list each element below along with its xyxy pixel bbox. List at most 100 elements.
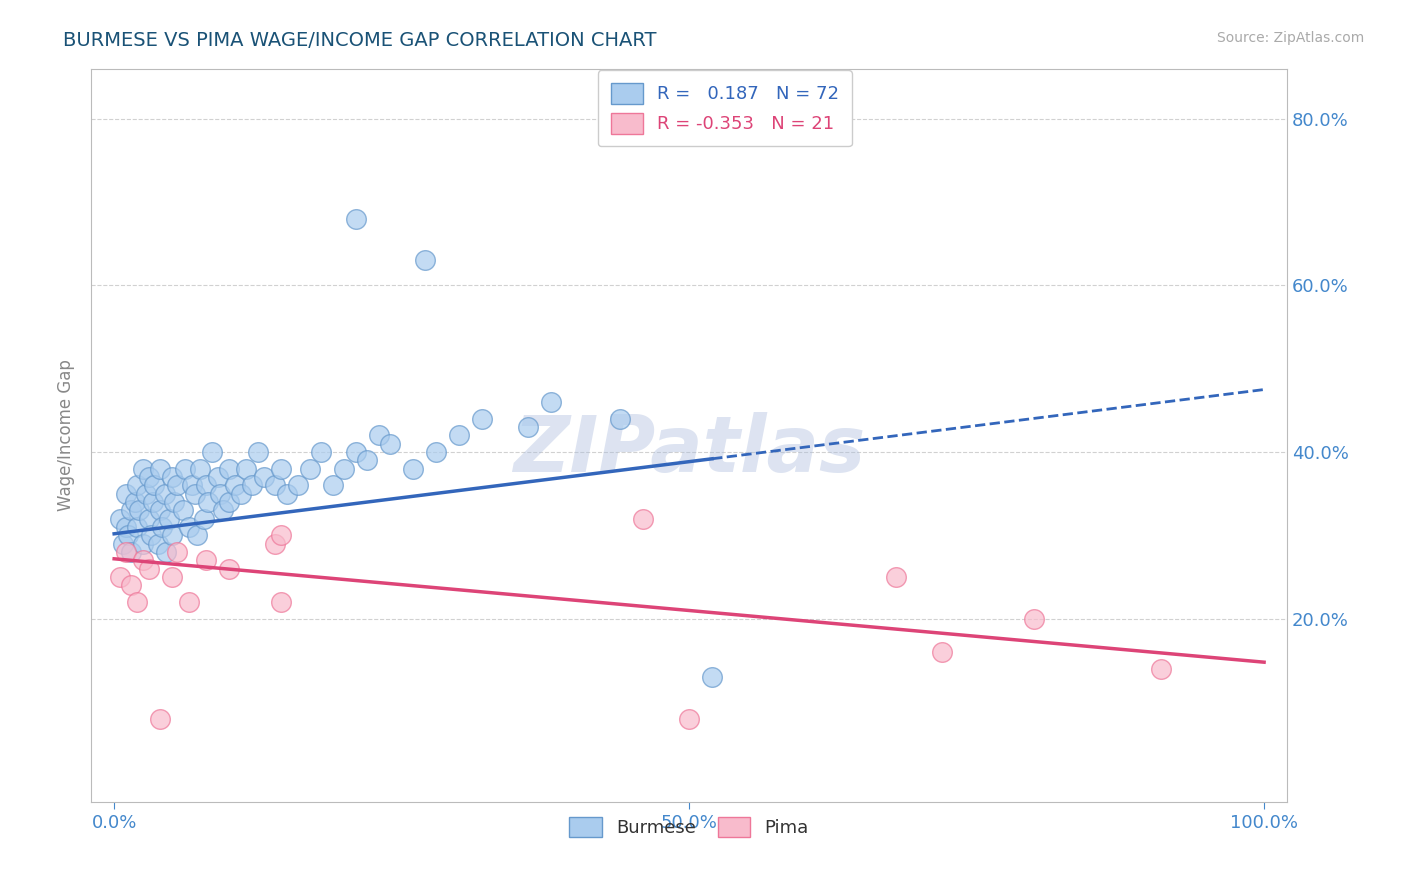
Point xyxy=(114,520,136,534)
Point xyxy=(264,478,287,492)
Point xyxy=(413,253,436,268)
Point xyxy=(253,470,276,484)
Point xyxy=(322,478,344,492)
Text: ZIPatlas: ZIPatlas xyxy=(513,412,865,488)
Point xyxy=(143,478,166,492)
Point xyxy=(344,445,367,459)
Point xyxy=(166,545,188,559)
Point xyxy=(678,712,700,726)
Y-axis label: Wage/Income Gap: Wage/Income Gap xyxy=(58,359,75,511)
Point xyxy=(155,545,177,559)
Point xyxy=(138,562,160,576)
Point xyxy=(378,436,401,450)
Point xyxy=(218,562,240,576)
Point xyxy=(333,462,356,476)
Point xyxy=(160,470,183,484)
Point xyxy=(139,528,162,542)
Point xyxy=(146,537,169,551)
Point xyxy=(224,478,246,492)
Point xyxy=(195,478,218,492)
Point xyxy=(449,428,471,442)
Point xyxy=(1022,612,1045,626)
Point xyxy=(540,395,562,409)
Point xyxy=(517,420,540,434)
Point xyxy=(152,520,174,534)
Point xyxy=(177,520,200,534)
Point xyxy=(166,478,188,492)
Point xyxy=(183,487,205,501)
Point xyxy=(631,512,654,526)
Point xyxy=(132,537,155,551)
Point xyxy=(609,411,631,425)
Point xyxy=(127,595,149,609)
Point xyxy=(120,503,142,517)
Point xyxy=(235,462,257,476)
Point xyxy=(112,537,135,551)
Point xyxy=(117,528,139,542)
Point xyxy=(193,512,215,526)
Point xyxy=(229,487,252,501)
Point xyxy=(270,528,292,542)
Point xyxy=(149,712,172,726)
Point xyxy=(270,462,292,476)
Point xyxy=(367,428,389,442)
Point xyxy=(287,478,309,492)
Point xyxy=(138,512,160,526)
Point xyxy=(142,495,165,509)
Point xyxy=(402,462,425,476)
Point xyxy=(208,487,231,501)
Point xyxy=(195,553,218,567)
Point xyxy=(172,503,194,517)
Text: Source: ZipAtlas.com: Source: ZipAtlas.com xyxy=(1216,31,1364,45)
Point xyxy=(153,487,176,501)
Point xyxy=(174,462,197,476)
Legend: Burmese, Pima: Burmese, Pima xyxy=(562,809,815,845)
Point xyxy=(201,445,224,459)
Point xyxy=(240,478,263,492)
Point xyxy=(127,478,149,492)
Point xyxy=(207,470,229,484)
Point xyxy=(181,478,204,492)
Point xyxy=(425,445,447,459)
Point xyxy=(108,570,131,584)
Point xyxy=(149,503,172,517)
Point xyxy=(120,578,142,592)
Point xyxy=(344,211,367,226)
Point xyxy=(120,545,142,559)
Point xyxy=(197,495,219,509)
Point xyxy=(264,537,287,551)
Point xyxy=(190,462,212,476)
Point xyxy=(309,445,332,459)
Point xyxy=(114,545,136,559)
Point xyxy=(471,411,494,425)
Point xyxy=(884,570,907,584)
Point xyxy=(138,470,160,484)
Point xyxy=(135,487,157,501)
Point xyxy=(186,528,208,542)
Point xyxy=(356,453,378,467)
Point xyxy=(124,495,146,509)
Point xyxy=(246,445,269,459)
Text: BURMESE VS PIMA WAGE/INCOME GAP CORRELATION CHART: BURMESE VS PIMA WAGE/INCOME GAP CORRELAT… xyxy=(63,31,657,50)
Point xyxy=(163,495,186,509)
Point xyxy=(114,487,136,501)
Point xyxy=(931,645,953,659)
Point xyxy=(218,462,240,476)
Point xyxy=(177,595,200,609)
Point xyxy=(160,528,183,542)
Point xyxy=(700,670,723,684)
Point xyxy=(270,595,292,609)
Point xyxy=(127,520,149,534)
Point xyxy=(160,570,183,584)
Point xyxy=(1149,662,1171,676)
Point xyxy=(157,512,180,526)
Point xyxy=(276,487,298,501)
Point xyxy=(132,462,155,476)
Point xyxy=(298,462,321,476)
Point xyxy=(108,512,131,526)
Point xyxy=(128,503,150,517)
Point xyxy=(218,495,240,509)
Point xyxy=(149,462,172,476)
Point xyxy=(132,553,155,567)
Point xyxy=(212,503,235,517)
